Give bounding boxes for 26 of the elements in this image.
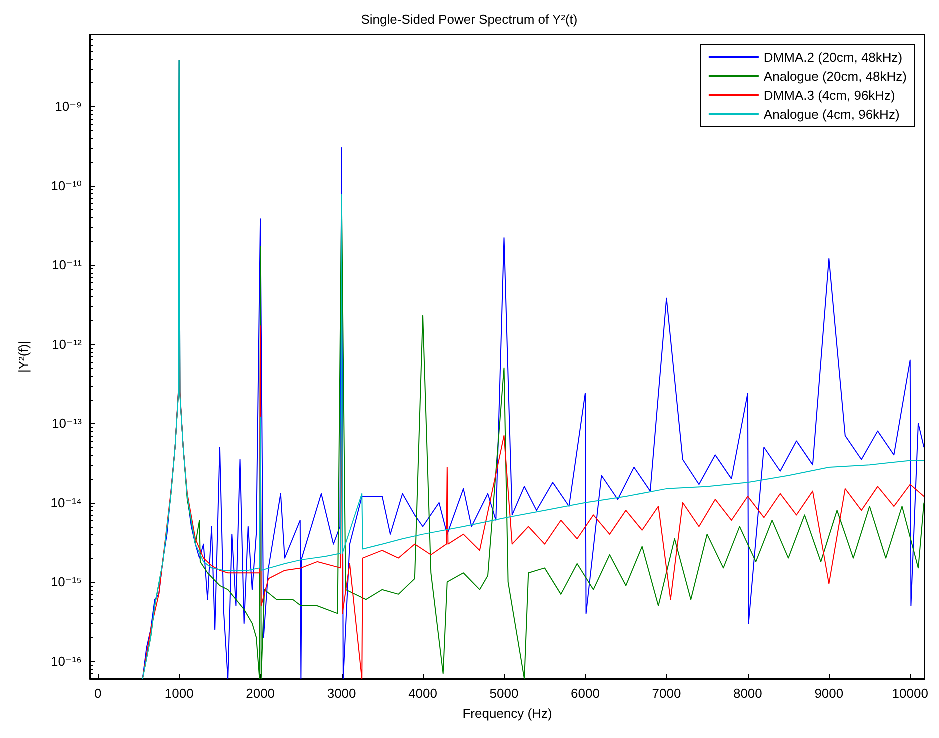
chart-title: Single-Sided Power Spectrum of Y²(t) xyxy=(361,12,578,27)
y-tick-label: 10⁻¹³ xyxy=(52,416,83,432)
x-tick-label: 7000 xyxy=(652,686,682,701)
y-tick-label: 10⁻¹¹ xyxy=(52,258,83,273)
legend-label: Analogue (4cm, 96kHz) xyxy=(764,107,900,122)
x-axis-title: Frequency (Hz) xyxy=(462,706,552,721)
x-tick-label: 2000 xyxy=(246,686,276,701)
x-tick-label: 0 xyxy=(94,686,102,701)
x-tick-label: 4000 xyxy=(408,686,438,701)
x-tick-label: 6000 xyxy=(571,686,600,701)
y-tick-label: 10⁻¹⁴ xyxy=(50,495,82,510)
y-tick-label: 10⁻⁹ xyxy=(55,99,82,114)
legend-label: DMMA.3 (4cm, 96kHz) xyxy=(764,88,896,103)
x-tick-label: 3000 xyxy=(327,686,356,701)
x-tick-label: 8000 xyxy=(733,686,762,701)
legend-label: DMMA.2 (20cm, 48kHz) xyxy=(764,50,903,65)
y-tick-label: 10⁻¹⁰ xyxy=(51,178,82,194)
y-tick-label: 10⁻¹² xyxy=(52,336,83,352)
legend-label: Analogue (20cm, 48kHz) xyxy=(764,69,908,84)
x-tick-label: 5000 xyxy=(490,686,519,701)
y-tick-label: 10⁻¹⁶ xyxy=(50,654,82,669)
y-tick-label: 10⁻¹⁵ xyxy=(50,574,82,590)
x-tick-label: 10000 xyxy=(892,686,928,701)
y-axis-title: |Y²(f)| xyxy=(16,340,31,374)
x-tick-label: 9000 xyxy=(814,686,844,701)
x-tick-label: 1000 xyxy=(164,686,194,701)
